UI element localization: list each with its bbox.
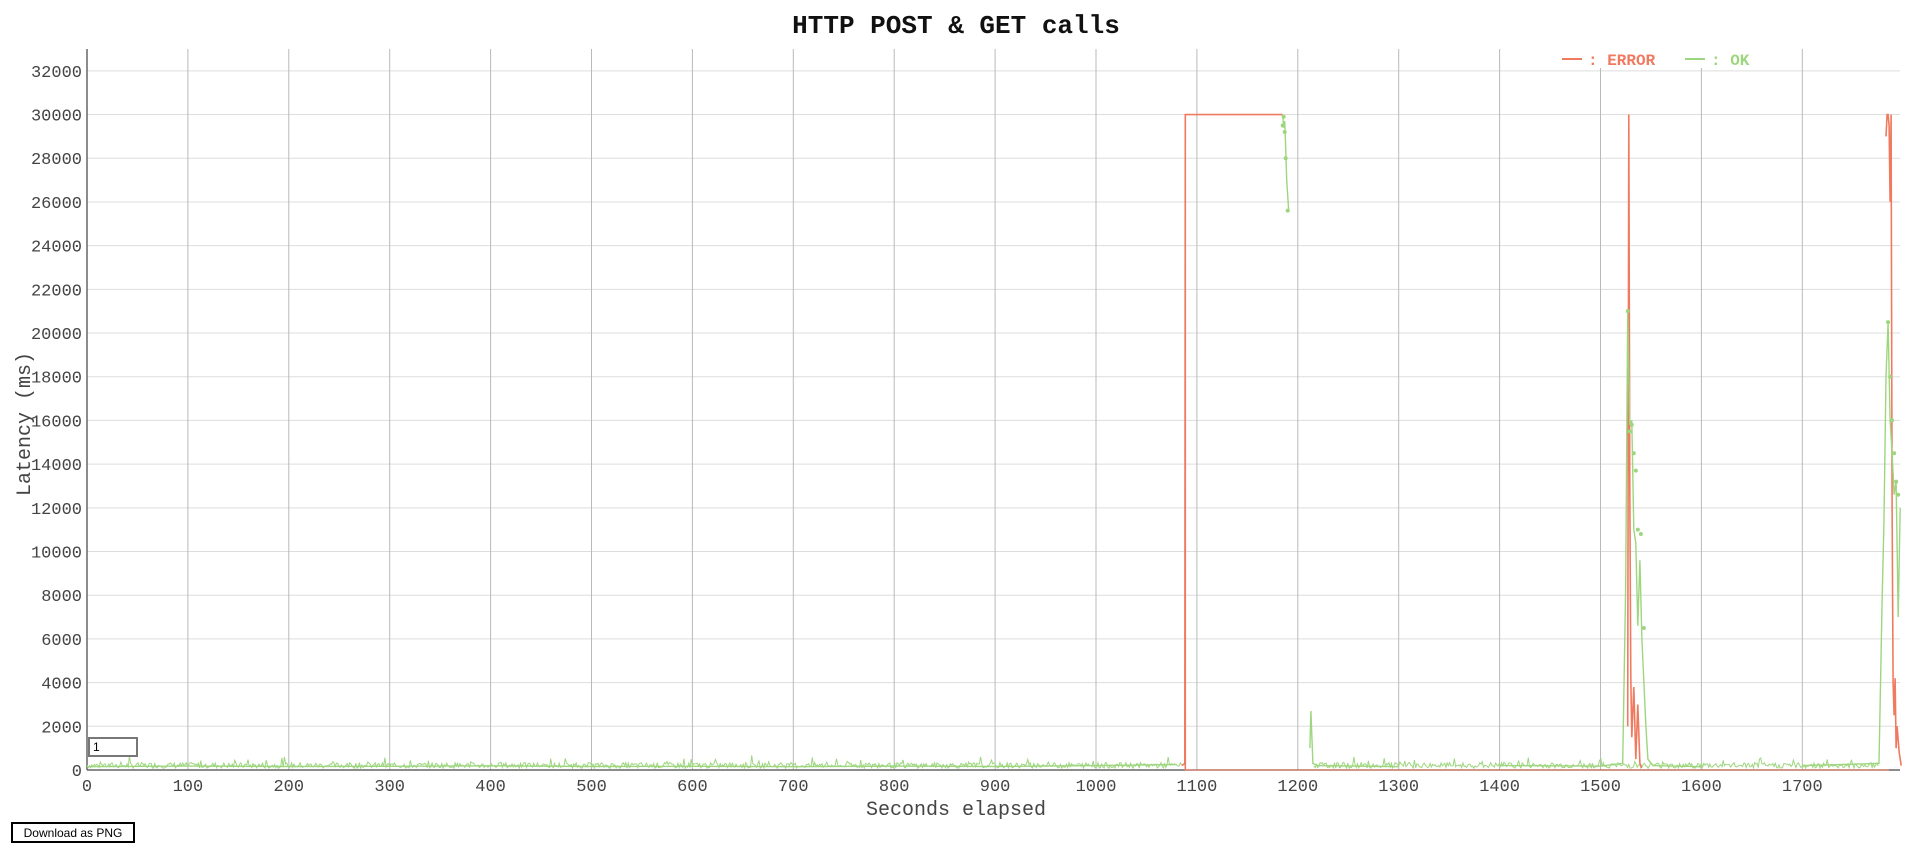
chart-legend: : ERROR : OK <box>1556 46 1761 70</box>
series-layer <box>86 113 1902 771</box>
ok-data-point <box>1627 429 1632 434</box>
x-tick-label: 1600 <box>1681 778 1722 797</box>
ok-data-point <box>1629 422 1634 427</box>
y-tick-label: 20000 <box>31 326 82 345</box>
x-tick-label: 0 <box>82 778 92 797</box>
y-tick-label: 18000 <box>31 370 82 389</box>
x-tick-label: 1100 <box>1176 778 1217 797</box>
y-tick-label: 14000 <box>31 457 82 476</box>
ok-data-point <box>1633 468 1638 473</box>
x-tick-label: 400 <box>475 778 506 797</box>
x-tick-label: 1000 <box>1076 778 1117 797</box>
y-axis-ticks: 0 2000 4000 6000 8000 10000 12000 14000 16000 180… <box>31 64 82 782</box>
y-tick-label: 2000 <box>41 719 82 738</box>
ok-data-point <box>1635 527 1640 532</box>
x-tick-label: 300 <box>374 778 405 797</box>
x-tick-label: 100 <box>173 778 204 797</box>
ok-data-point <box>1282 130 1287 135</box>
y-tick-label: 6000 <box>41 632 82 651</box>
chart-title: HTTP POST & GET calls <box>792 11 1120 41</box>
y-tick-label: 16000 <box>31 413 82 432</box>
ok-data-point <box>1886 320 1891 325</box>
y-tick-label: 30000 <box>31 108 82 127</box>
y-tick-label: 4000 <box>41 676 82 695</box>
x-tick-label: 600 <box>677 778 708 797</box>
x-tick-label: 1500 <box>1580 778 1621 797</box>
ok-data-point <box>1283 156 1288 161</box>
y-tick-label: 26000 <box>31 195 82 214</box>
legend-label: : OK <box>1711 52 1750 70</box>
x-tick-label: 1700 <box>1782 778 1823 797</box>
y-tick-label: 22000 <box>31 282 82 301</box>
x-axis-ticks: 0 100 200 300 400 500 600 700 800 900 1000 1100 1200… <box>82 778 1823 797</box>
x-tick-label: 700 <box>778 778 809 797</box>
ok-data-point <box>1890 418 1895 423</box>
y-tick-label: 32000 <box>31 64 82 83</box>
ok-baseline-trace <box>86 755 1183 771</box>
legend-background <box>1556 46 1761 68</box>
x-tick-label: 900 <box>980 778 1011 797</box>
ok-data-point <box>1285 208 1290 213</box>
ok-data-point <box>1638 532 1643 537</box>
y-tick-label: 28000 <box>31 151 82 170</box>
ok-data-point <box>1894 479 1899 484</box>
y-tick-label: 8000 <box>41 588 82 607</box>
x-tick-label: 500 <box>576 778 607 797</box>
ok-data-point <box>1892 451 1897 456</box>
ok-data-point <box>1625 309 1630 314</box>
y-tick-label: 24000 <box>31 239 82 258</box>
download-png-button[interactable]: Download as PNG <box>11 822 135 843</box>
x-tick-label: 1300 <box>1378 778 1419 797</box>
ok-data-point <box>1888 374 1893 379</box>
x-tick-label: 1200 <box>1277 778 1318 797</box>
x-axis-label: Seconds elapsed <box>866 799 1046 822</box>
x-tick-label: 200 <box>273 778 304 797</box>
ok-data-point <box>1631 451 1636 456</box>
ok-data-point <box>1641 625 1646 630</box>
x-tick-label: 1400 <box>1479 778 1520 797</box>
legend-label: : ERROR <box>1588 52 1656 70</box>
error-series-line <box>1181 113 1902 770</box>
chart-grid <box>87 49 1900 771</box>
y-axis-label: Latency (ms) <box>14 352 37 496</box>
ok-data-point <box>1896 492 1901 497</box>
ok-data-point <box>1280 123 1285 128</box>
smoothing-input[interactable] <box>88 737 138 757</box>
y-tick-label: 0 <box>72 763 82 782</box>
y-tick-label: 10000 <box>31 545 82 564</box>
y-tick-label: 12000 <box>31 501 82 520</box>
x-tick-label: 800 <box>879 778 910 797</box>
ok-series-line <box>86 114 1901 768</box>
ok-data-point <box>1281 114 1286 119</box>
